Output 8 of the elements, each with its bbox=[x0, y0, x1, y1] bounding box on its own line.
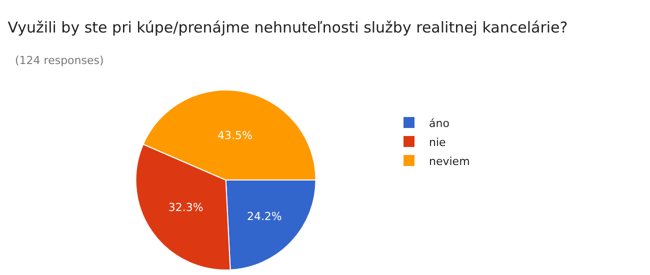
legend-label: nie bbox=[429, 136, 446, 149]
data-label: 43.5% bbox=[218, 128, 252, 142]
data-label: 32.3% bbox=[168, 201, 204, 214]
data-label: 24.2% bbox=[246, 210, 282, 224]
legend-label: áno bbox=[429, 116, 450, 130]
legend-label: neviem bbox=[429, 154, 470, 168]
chart-subtitle: (124 responses) bbox=[15, 54, 104, 67]
chart-title: Využili by ste pri kúpe/prenájme nehnuteľnosti služby realitnej kancelárie? bbox=[8, 18, 568, 36]
